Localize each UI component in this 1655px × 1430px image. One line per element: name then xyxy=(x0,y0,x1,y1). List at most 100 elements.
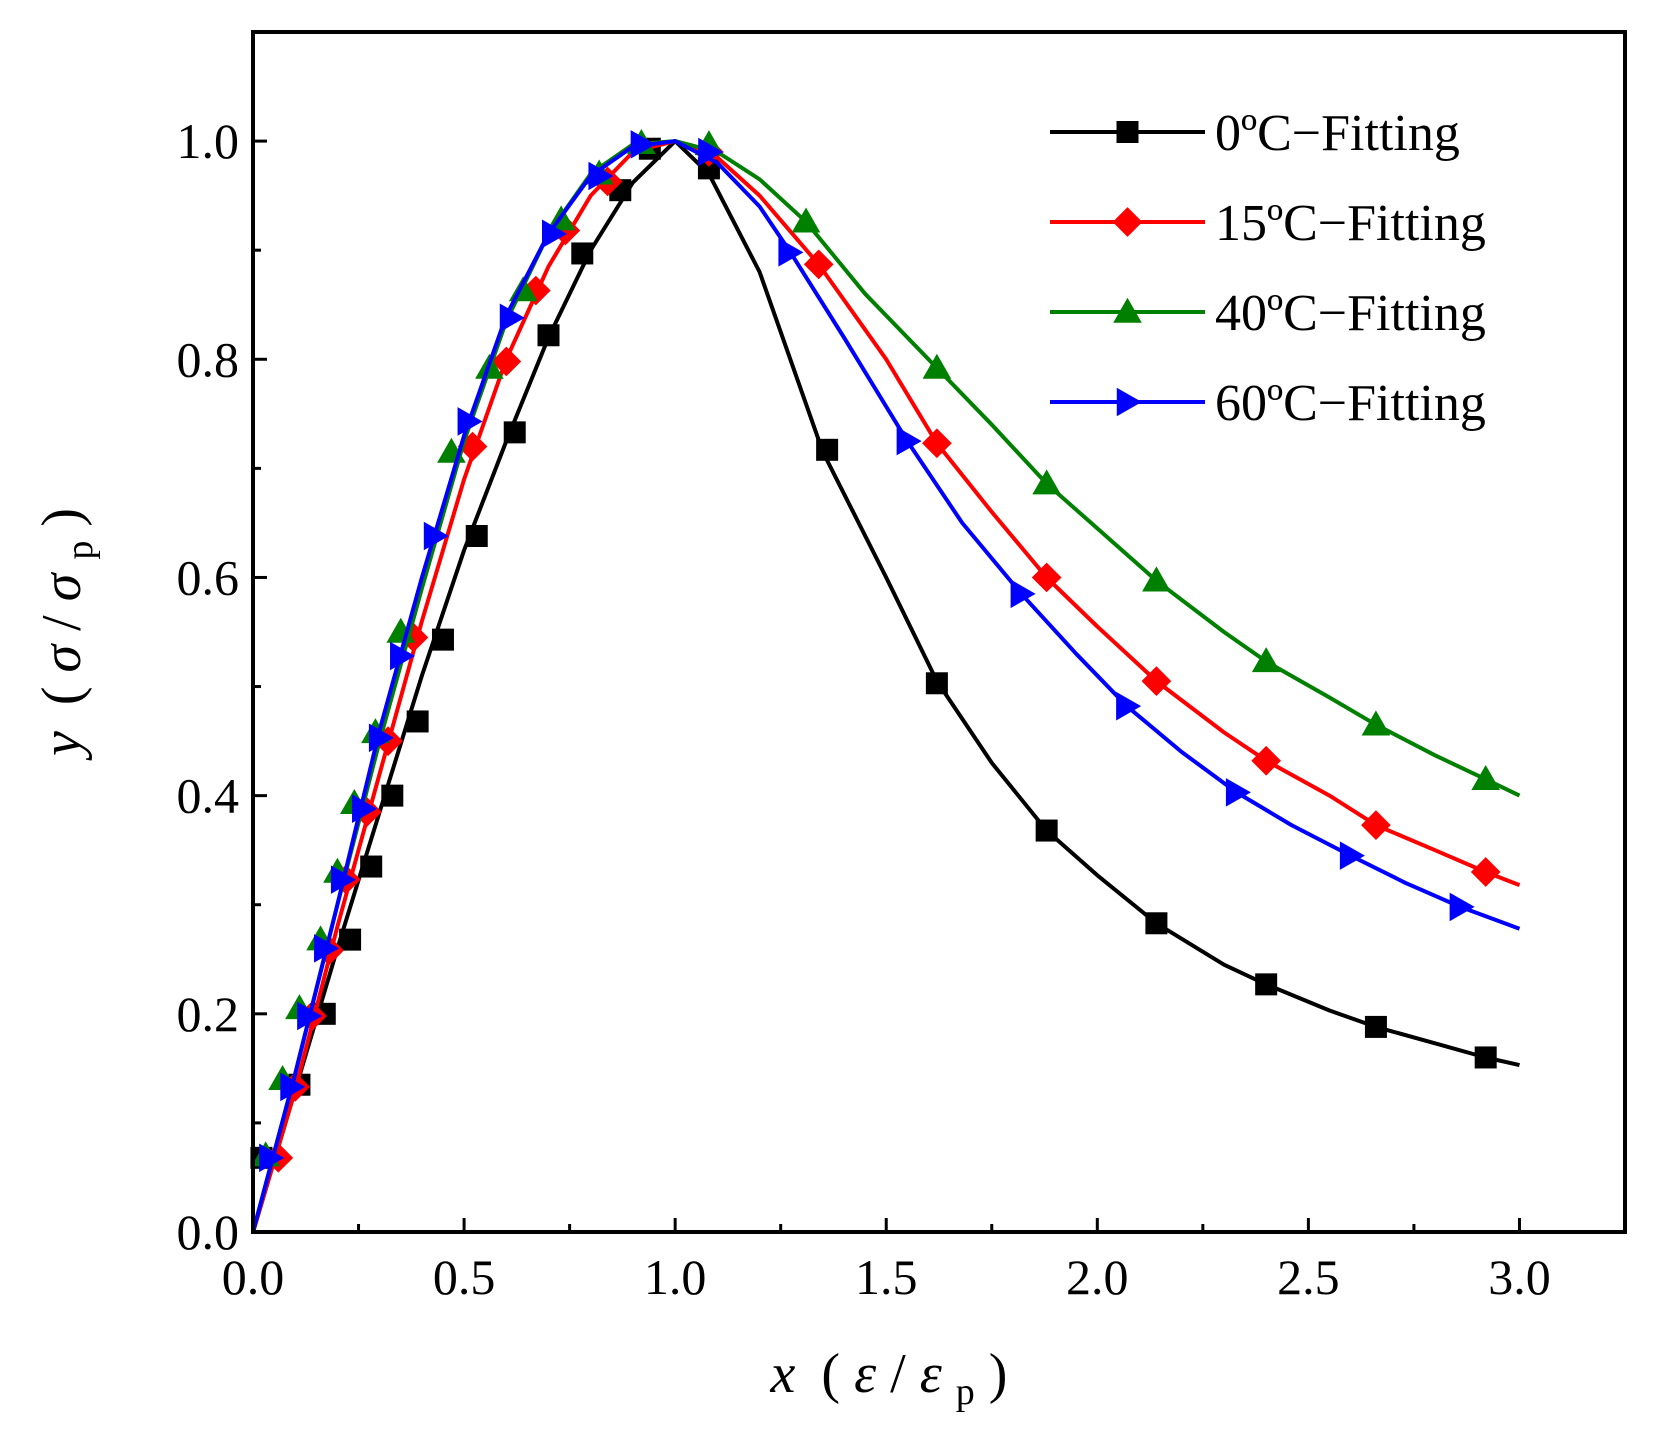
data-point xyxy=(352,794,378,824)
legend-label: 60ºC−Fitting xyxy=(1215,375,1486,432)
data-point xyxy=(390,641,416,671)
x-tick-label: 1.0 xyxy=(644,1249,707,1305)
data-point xyxy=(803,249,834,280)
data-point xyxy=(537,324,560,347)
data-point xyxy=(922,353,952,379)
data-point xyxy=(381,784,404,807)
data-point xyxy=(1032,469,1061,495)
data-point xyxy=(339,928,362,951)
data-point xyxy=(499,303,525,333)
data-point xyxy=(1116,691,1142,721)
data-point xyxy=(314,934,340,963)
x-tick-label: 0.5 xyxy=(433,1249,496,1305)
data-point xyxy=(925,672,948,695)
data-point xyxy=(360,855,383,878)
data-point xyxy=(491,346,522,377)
y-tick-label: 0.6 xyxy=(177,549,240,605)
x-tick-label: 2.0 xyxy=(1066,1249,1129,1305)
data-point xyxy=(1361,710,1391,736)
data-point xyxy=(330,865,356,894)
legend-item: 15ºC−Fitting xyxy=(1050,195,1486,252)
x-axis-numerator: ε xyxy=(854,1343,877,1405)
legend-marker xyxy=(1116,387,1142,417)
y-axis-slash: / xyxy=(31,615,93,631)
data-point xyxy=(465,525,488,547)
x-axis-title: x ( ε / ε p ) xyxy=(770,1343,1008,1417)
ticks-layer: 0.0 0.5 1.0 1.5 2.0 2.5 3.0 0.0 0.2 0.4 0.6 0.8 1.0 xyxy=(177,113,1551,1305)
x-axis-subscript: p xyxy=(956,1371,975,1413)
legend-label: 40ºC−Fitting xyxy=(1215,285,1486,342)
y-axis-open-paren: ( xyxy=(31,686,93,705)
data-point xyxy=(816,438,839,461)
data-point xyxy=(1010,579,1036,609)
data-point xyxy=(1364,1015,1387,1038)
data-point xyxy=(550,215,581,246)
data-point xyxy=(1339,841,1365,870)
y-tick-label: 0.8 xyxy=(177,331,240,387)
data-point xyxy=(368,723,394,753)
data-point xyxy=(1449,892,1475,922)
data-point xyxy=(1361,810,1391,840)
y-tick-label: 0.4 xyxy=(177,768,240,824)
x-tick-label: 2.5 xyxy=(1277,1249,1340,1305)
plot-frame xyxy=(251,30,1627,1234)
data-point xyxy=(922,428,952,459)
data-point xyxy=(406,710,429,733)
data-point xyxy=(542,219,568,249)
legend-label: 15ºC−Fitting xyxy=(1215,195,1486,252)
legend-item: 0ºC−Fitting xyxy=(1050,105,1460,162)
data-point xyxy=(698,137,724,167)
data-point xyxy=(1142,566,1171,592)
data-point xyxy=(896,426,922,456)
data-point xyxy=(520,275,551,306)
y-axis-numerator: σ xyxy=(31,642,93,672)
data-point xyxy=(1141,666,1172,696)
y-axis-title: y ( σ / σ p ) xyxy=(31,508,105,761)
data-point xyxy=(423,521,449,551)
legend-label: 0ºC−Fitting xyxy=(1215,105,1460,162)
data-point xyxy=(1471,764,1500,790)
data-point xyxy=(280,1072,306,1102)
x-tick-label: 3.0 xyxy=(1488,1249,1551,1305)
data-point xyxy=(1031,562,1062,593)
data-point xyxy=(457,407,483,436)
y-tick-label: 0.0 xyxy=(177,1204,240,1260)
data-point xyxy=(630,130,656,159)
data-point xyxy=(1225,778,1251,807)
series-layer xyxy=(250,128,1521,1233)
x-axis-denominator: ε xyxy=(920,1343,943,1405)
data-point xyxy=(431,628,454,651)
x-axis-slash: / xyxy=(890,1343,906,1405)
data-point xyxy=(571,242,594,265)
data-point xyxy=(1255,973,1278,996)
legend: 0ºC−Fitting 15ºC−Fitting 40ºC−Fitting 60ºC−… xyxy=(1050,105,1486,432)
data-point xyxy=(297,1001,323,1031)
data-point xyxy=(1145,912,1168,935)
data-point xyxy=(588,161,614,191)
legend-item: 40ºC−Fitting xyxy=(1050,285,1486,342)
data-point xyxy=(778,238,804,267)
data-point xyxy=(1251,647,1281,673)
data-point xyxy=(1470,857,1501,887)
series-3 xyxy=(251,130,1521,1233)
data-point xyxy=(386,617,416,643)
x-axis-open-paren: ( xyxy=(821,1343,840,1405)
legend-marker xyxy=(1116,121,1139,143)
y-axis-denominator: σ xyxy=(31,571,93,601)
y-axis-close-paren: ) xyxy=(31,508,93,527)
y-tick-label: 1.0 xyxy=(177,113,240,169)
y-axis-var: y xyxy=(31,731,93,761)
x-tick-label: 1.5 xyxy=(855,1249,918,1305)
data-point xyxy=(259,1143,285,1173)
x-axis-var: x xyxy=(770,1343,796,1405)
x-tick-label: 0.0 xyxy=(222,1249,285,1305)
y-tick-label: 0.2 xyxy=(177,986,240,1042)
x-axis-close-paren: ) xyxy=(989,1343,1008,1405)
data-point xyxy=(503,421,526,444)
data-point xyxy=(1035,819,1058,842)
legend-marker xyxy=(1113,297,1142,323)
data-point xyxy=(791,207,821,233)
legend-item: 60ºC−Fitting xyxy=(1050,375,1486,432)
